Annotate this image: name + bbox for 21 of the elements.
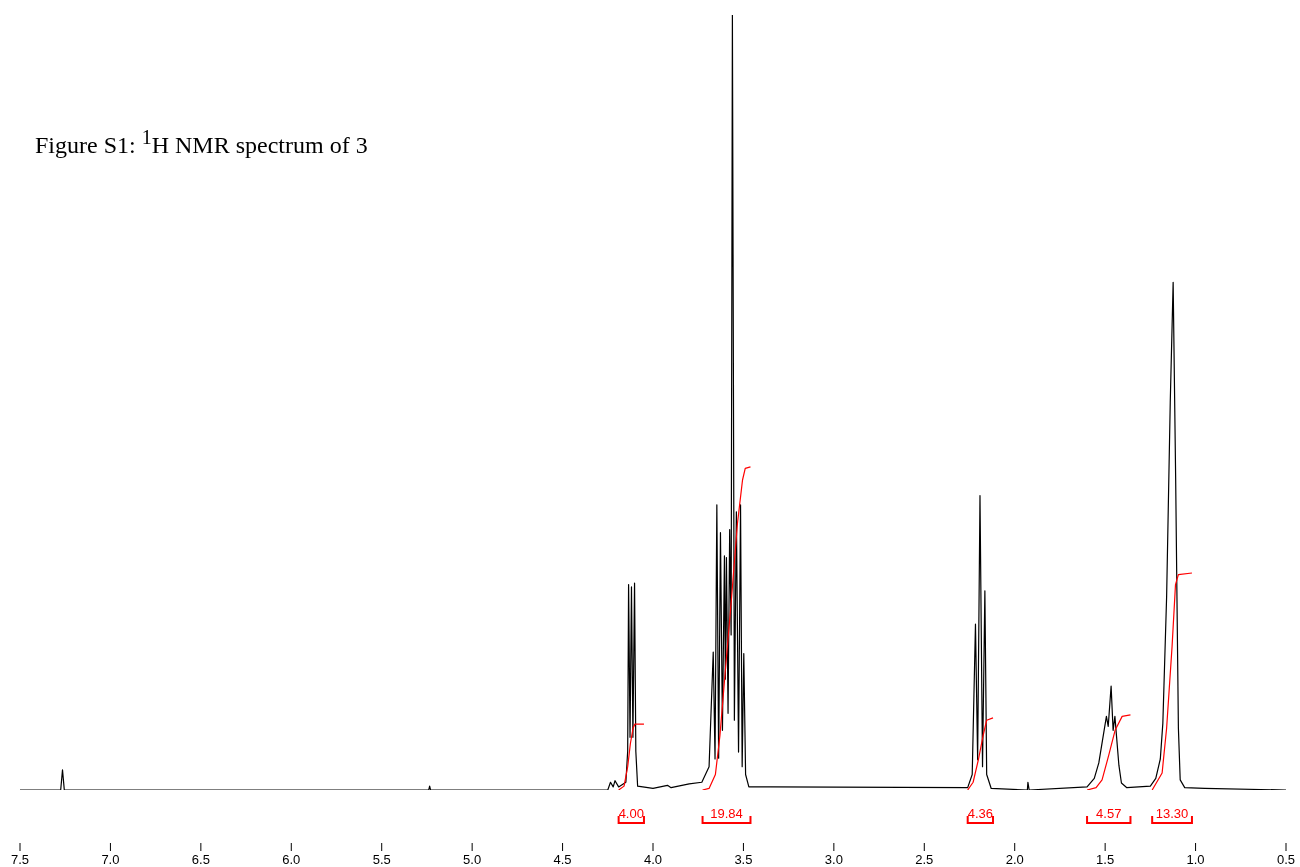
x-tick-label: 6.5: [191, 852, 210, 867]
x-tick-label: 2.5: [915, 852, 934, 867]
text: 19.84: [710, 806, 743, 821]
x-tick-label: 7.0: [101, 852, 120, 867]
x-tick-label: 2.0: [1005, 852, 1024, 867]
text: 13.30: [1155, 806, 1189, 821]
x-tick-label: 0.5: [1276, 852, 1296, 867]
x-tick-label: 3.0: [824, 852, 843, 867]
text: 4.36: [967, 806, 994, 821]
x-tick-label: 4.0: [643, 852, 663, 867]
text: Figure S1: $^{1}$H NMR spectrum of 3: [35, 126, 368, 159]
x-tick-label: 5.5: [372, 852, 391, 867]
x-tick-label: 6.0: [282, 852, 301, 867]
x-tick-label: 7.5: [10, 852, 30, 867]
x-tick-label: 3.5: [734, 852, 753, 867]
x-tick-label: 5.0: [463, 852, 482, 867]
text: 4.00: [618, 806, 644, 821]
x-tick-label: 1.0: [1186, 852, 1205, 867]
text: 4.57: [1096, 806, 1122, 821]
x-tick-label: 1.5: [1096, 852, 1115, 867]
x-tick-label: 4.5: [553, 852, 572, 867]
